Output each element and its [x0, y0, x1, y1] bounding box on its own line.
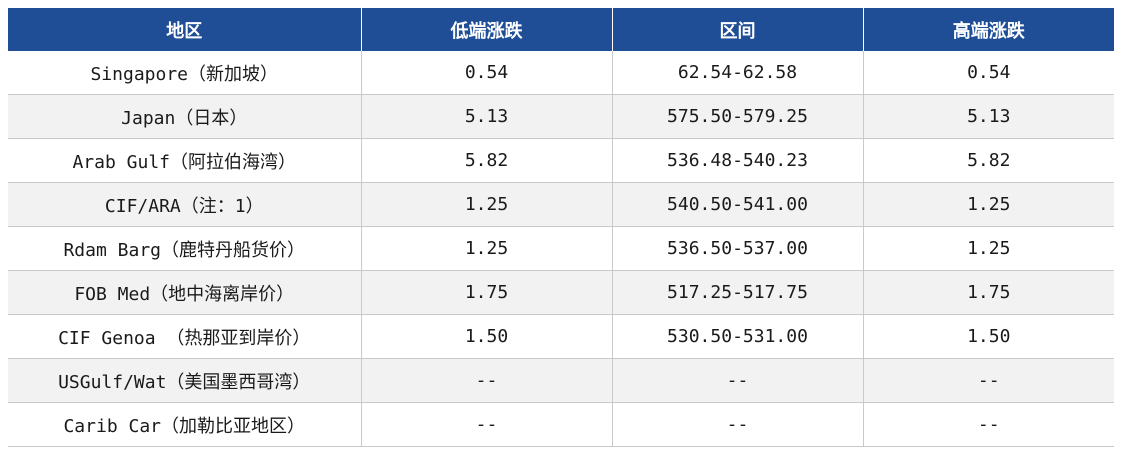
- price-table: 地区 低端涨跌 区间 高端涨跌 Singapore（新加坡） 0.54 62.5…: [8, 8, 1114, 447]
- cell-low-change: 5.82: [360, 138, 612, 183]
- cell-high-change: --: [862, 358, 1114, 403]
- cell-range: 540.50-541.00: [611, 182, 863, 227]
- table-row: Rdam Barg（鹿特丹船货价） 1.25 536.50-537.00 1.2…: [8, 226, 1114, 271]
- cell-range: 62.54-62.58: [611, 51, 863, 95]
- table-row: CIF Genoa （热那亚到岸价） 1.50 530.50-531.00 1.…: [8, 314, 1114, 359]
- header-region: 地区: [8, 8, 361, 51]
- cell-region: Singapore（新加坡）: [8, 51, 361, 95]
- cell-range: 536.50-537.00: [611, 226, 863, 271]
- header-row: 地区 低端涨跌 区间 高端涨跌: [8, 8, 1114, 51]
- cell-region: Arab Gulf（阿拉伯海湾）: [8, 138, 361, 183]
- cell-region: CIF Genoa （热那亚到岸价）: [8, 314, 361, 359]
- table-header: 地区 低端涨跌 区间 高端涨跌: [8, 8, 1114, 51]
- cell-region: CIF/ARA（注：1）: [8, 182, 361, 227]
- table-body: Singapore（新加坡） 0.54 62.54-62.58 0.54 Jap…: [8, 51, 1114, 447]
- cell-range: --: [611, 402, 863, 447]
- cell-high-change: 1.50: [862, 314, 1114, 359]
- cell-high-change: 5.13: [862, 94, 1114, 139]
- cell-high-change: 1.25: [862, 226, 1114, 271]
- cell-range: 517.25-517.75: [611, 270, 863, 315]
- cell-low-change: 0.54: [360, 51, 612, 95]
- cell-region: FOB Med（地中海离岸价）: [8, 270, 361, 315]
- cell-region: USGulf/Wat（美国墨西哥湾）: [8, 358, 361, 403]
- cell-high-change: 5.82: [862, 138, 1114, 183]
- header-low-change: 低端涨跌: [360, 8, 612, 51]
- header-range: 区间: [611, 8, 863, 51]
- header-high-change: 高端涨跌: [862, 8, 1114, 51]
- table-row: Arab Gulf（阿拉伯海湾） 5.82 536.48-540.23 5.82: [8, 138, 1114, 183]
- table-row: Japan（日本） 5.13 575.50-579.25 5.13: [8, 94, 1114, 139]
- table-row: USGulf/Wat（美国墨西哥湾） -- -- --: [8, 358, 1114, 403]
- cell-high-change: --: [862, 402, 1114, 447]
- cell-region: Japan（日本）: [8, 94, 361, 139]
- cell-high-change: 1.25: [862, 182, 1114, 227]
- table-row: FOB Med（地中海离岸价） 1.75 517.25-517.75 1.75: [8, 270, 1114, 315]
- cell-range: 530.50-531.00: [611, 314, 863, 359]
- table-row: Singapore（新加坡） 0.54 62.54-62.58 0.54: [8, 51, 1114, 95]
- cell-high-change: 1.75: [862, 270, 1114, 315]
- cell-low-change: --: [360, 402, 612, 447]
- cell-low-change: 1.50: [360, 314, 612, 359]
- cell-range: --: [611, 358, 863, 403]
- cell-low-change: 1.25: [360, 182, 612, 227]
- cell-low-change: 1.25: [360, 226, 612, 271]
- cell-range: 536.48-540.23: [611, 138, 863, 183]
- cell-region: Rdam Barg（鹿特丹船货价）: [8, 226, 361, 271]
- table-row: Carib Car（加勒比亚地区） -- -- --: [8, 402, 1114, 447]
- cell-low-change: 1.75: [360, 270, 612, 315]
- cell-range: 575.50-579.25: [611, 94, 863, 139]
- table-row: CIF/ARA（注：1） 1.25 540.50-541.00 1.25: [8, 182, 1114, 227]
- cell-high-change: 0.54: [862, 51, 1114, 95]
- cell-low-change: --: [360, 358, 612, 403]
- cell-region: Carib Car（加勒比亚地区）: [8, 402, 361, 447]
- cell-low-change: 5.13: [360, 94, 612, 139]
